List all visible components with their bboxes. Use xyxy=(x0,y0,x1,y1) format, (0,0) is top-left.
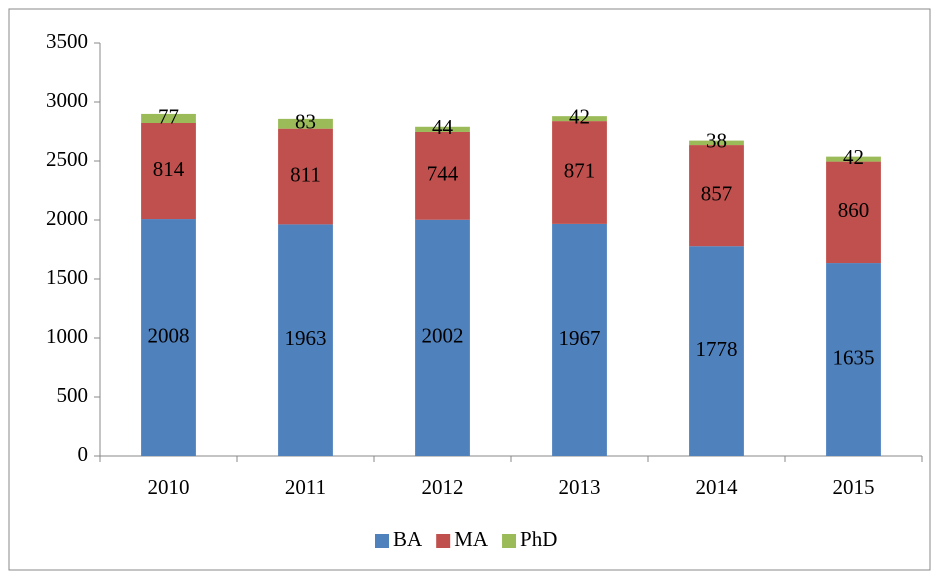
legend-label: PhD xyxy=(520,527,557,551)
bar-segment xyxy=(278,224,333,456)
y-tick-label: 0 xyxy=(78,442,89,466)
data-label: 2002 xyxy=(422,324,464,348)
legend-swatch xyxy=(375,534,389,548)
data-label: 1963 xyxy=(285,326,327,350)
data-label: 814 xyxy=(153,157,185,181)
data-label: 2008 xyxy=(148,323,190,347)
data-label: 811 xyxy=(290,162,321,186)
bar-segment xyxy=(415,219,470,456)
bar-segment xyxy=(141,219,196,456)
bar-segment xyxy=(278,118,333,129)
bar-segment xyxy=(826,263,881,456)
y-tick-label: 3000 xyxy=(46,88,88,112)
bar-segment xyxy=(826,161,881,264)
bar-segment xyxy=(141,113,196,124)
x-tick-label: 2014 xyxy=(696,475,739,499)
bar-segment xyxy=(689,246,744,456)
y-tick-label: 2500 xyxy=(46,147,88,171)
data-label: 44 xyxy=(432,115,454,139)
data-label: 77 xyxy=(158,104,179,128)
bar-segment xyxy=(141,123,196,220)
x-tick-label: 2015 xyxy=(833,475,875,499)
bar-segment xyxy=(826,156,881,162)
bar-segment xyxy=(278,128,333,225)
data-label: 42 xyxy=(843,145,864,169)
legend-label: BA xyxy=(393,527,423,551)
data-label: 1635 xyxy=(833,345,875,369)
data-label: 38 xyxy=(706,129,727,153)
bar-segment xyxy=(552,121,607,224)
bar-segment xyxy=(415,126,470,132)
bar-segment xyxy=(552,223,607,456)
legend-label: MA xyxy=(454,527,489,551)
data-label: 1967 xyxy=(559,326,601,350)
legend-swatch xyxy=(502,534,517,548)
y-tick-label: 1000 xyxy=(46,324,88,348)
x-tick-label: 2010 xyxy=(148,475,190,499)
data-label: 857 xyxy=(701,181,733,205)
data-label: 860 xyxy=(838,198,870,222)
data-label: 744 xyxy=(427,162,459,186)
y-tick-label: 2000 xyxy=(46,206,88,230)
x-tick-label: 2013 xyxy=(559,475,601,499)
y-tick-label: 500 xyxy=(57,383,89,407)
data-label: 42 xyxy=(569,104,590,128)
x-tick-label: 2011 xyxy=(285,475,326,499)
bar-segment xyxy=(552,116,607,122)
bar-segment xyxy=(689,140,744,146)
data-label: 83 xyxy=(295,110,316,134)
y-tick-label: 3500 xyxy=(46,29,88,53)
data-label: 1778 xyxy=(696,337,738,361)
data-label: 871 xyxy=(564,158,596,182)
bar-segment xyxy=(415,131,470,220)
bar-segment xyxy=(689,145,744,247)
y-tick-label: 1500 xyxy=(46,265,88,289)
x-tick-label: 2012 xyxy=(422,475,464,499)
legend-swatch xyxy=(436,534,451,548)
